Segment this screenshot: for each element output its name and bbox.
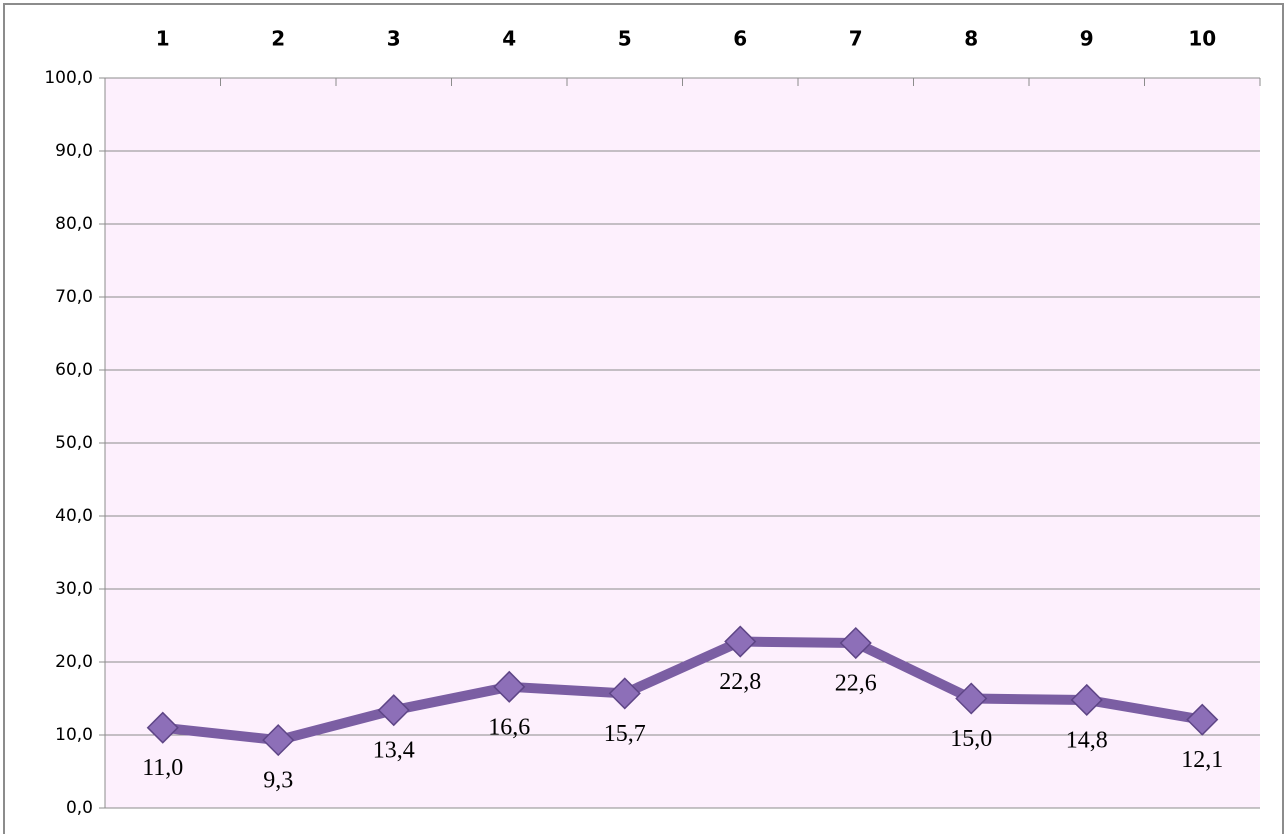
x-tick-label: 3 [387, 27, 401, 51]
marker [262, 724, 295, 757]
data-label: 12,1 [1181, 747, 1223, 773]
data-label: 15,0 [950, 726, 992, 752]
x-tick-label: 6 [733, 27, 747, 51]
marker [493, 670, 526, 703]
marker [1186, 703, 1219, 736]
x-tick-label: 7 [849, 27, 863, 51]
x-tick-label: 9 [1080, 27, 1094, 51]
data-label: 13,4 [373, 738, 415, 764]
data-label: 9,3 [263, 768, 293, 794]
line [162, 636, 1204, 746]
marker [377, 694, 410, 727]
data-label: 16,6 [488, 714, 530, 740]
marker [955, 682, 988, 715]
x-tick-label: 2 [271, 27, 285, 51]
x-tick-label: 10 [1188, 27, 1216, 51]
x-tick-label: 1 [156, 27, 170, 51]
marker [724, 625, 757, 658]
marker [839, 626, 872, 660]
data-label: 14,8 [1066, 727, 1108, 753]
marker [146, 711, 179, 744]
y-tick-label: 0,0 [66, 798, 93, 818]
y-tick-label: 60,0 [55, 360, 93, 380]
y-tick-label: 10,0 [55, 725, 93, 745]
y-tick-label: 20,0 [55, 652, 93, 672]
y-tick-label: 30,0 [55, 579, 93, 599]
data-label: 11,0 [142, 755, 183, 781]
y-tick-label: 70,0 [55, 287, 93, 307]
y-tick-label: 80,0 [55, 214, 93, 234]
y-tick-label: 40,0 [55, 506, 93, 526]
x-tick-label: 5 [618, 27, 632, 51]
x-tick-label: 4 [502, 27, 516, 51]
y-tick-label: 90,0 [55, 141, 93, 161]
y-tick-label: 50,0 [55, 433, 93, 453]
x-tick-label: 8 [964, 27, 978, 51]
data-label: 22,6 [835, 671, 877, 697]
y-tick-label: 100,0 [44, 68, 93, 88]
data-label: 22,8 [719, 669, 761, 695]
marker [608, 677, 641, 710]
marker [1070, 683, 1103, 717]
data-label: 15,7 [604, 721, 646, 747]
